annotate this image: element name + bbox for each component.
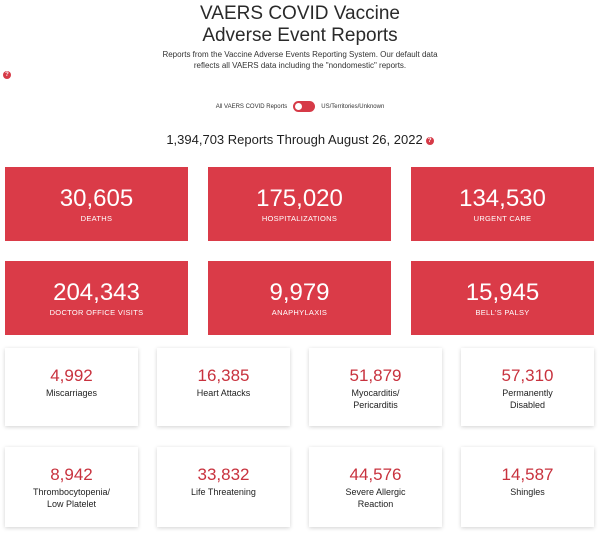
intro-line-2: reflects all VAERS data including the "n… [0, 60, 600, 79]
stat-card-shingles: 14,587 Shingles [461, 447, 594, 527]
stat-value: 175,020 [256, 184, 343, 212]
title-line-1: VAERS COVID Vaccine [200, 3, 400, 24]
intro-text: Reports from the Vaccine Adverse Events … [0, 49, 600, 79]
stat-label: Life Threatening [191, 487, 256, 497]
stat-value: 9,979 [269, 278, 330, 306]
stat-label: HOSPITALIZATIONS [261, 213, 338, 223]
stat-label: Shingles [510, 487, 545, 497]
stat-card-heart-attacks: 16,385 Heart Attacks [157, 348, 290, 426]
intro-line-1: Reports from the Vaccine Adverse Events … [162, 50, 438, 59]
stat-card-permanently-disabled: 57,310 Permanently Disabled [461, 348, 594, 426]
stat-value: 33,832 [197, 465, 250, 484]
stat-value: 14,587 [501, 465, 554, 484]
stat-card-thrombocytopenia: 8,942 Thrombocytopenia/ Low Platelet [5, 447, 138, 527]
help-icon[interactable]: ? [3, 71, 11, 79]
stat-value: 134,530 [459, 184, 546, 212]
stat-card-myocarditis: 51,879 Myocarditis/ Pericarditis [309, 348, 442, 426]
title-line-2: Adverse Event Reports [202, 25, 398, 46]
stat-label: Miscarriages [45, 388, 97, 398]
toggle-label-all: All VAERS COVID Reports [215, 103, 288, 110]
total-reports-text: 1,394,703 Reports Through August 26, 202… [166, 132, 423, 147]
stat-card-hospitalizations: 175,020 HOSPITALIZATIONS [208, 167, 391, 241]
stat-card-anaphylaxis: 9,979 ANAPHYLAXIS [208, 261, 391, 335]
stat-label: Heart Attacks [196, 388, 251, 398]
stat-label: BELL'S PALSY [475, 307, 530, 317]
stat-label: ANAPHYLAXIS [271, 307, 328, 317]
total-help-icon[interactable]: ? [425, 136, 434, 145]
stat-label: DOCTOR OFFICE VISITS [49, 307, 144, 317]
stat-value: 16,385 [197, 366, 250, 385]
stat-card-bells-palsy: 15,945 BELL'S PALSY [411, 261, 594, 335]
stat-card-doctor-visits: 204,343 DOCTOR OFFICE VISITS [5, 261, 188, 335]
page-title: VAERS COVID Vaccine Adverse Event Report… [0, 3, 600, 47]
stat-label: Myocarditis/ Pericarditis [351, 388, 400, 410]
stat-card-miscarriages: 4,992 Miscarriages [5, 348, 138, 426]
stat-label: Severe Allergic Reaction [345, 487, 406, 509]
stat-value: 30,605 [59, 184, 134, 212]
stat-card-life-threatening: 33,832 Life Threatening [157, 447, 290, 527]
stat-value: 57,310 [501, 366, 554, 385]
toggle-label-us: US/Territories/Unknown [321, 103, 385, 110]
stat-label: Permanently Disabled [502, 388, 553, 410]
stat-card-deaths: 30,605 DEATHS [5, 167, 188, 241]
stat-value: 8,942 [50, 465, 93, 484]
stat-label: DEATHS [80, 213, 113, 223]
stat-label: URGENT CARE [473, 213, 532, 223]
data-scope-toggle[interactable] [293, 101, 316, 112]
stat-label: Thrombocytopenia/ Low Platelet [32, 487, 111, 509]
stat-value: 204,343 [53, 278, 140, 306]
stat-value: 15,945 [465, 278, 540, 306]
stat-card-severe-allergic: 44,576 Severe Allergic Reaction [309, 447, 442, 527]
data-scope-toggle-row: All VAERS COVID Reports US/Territories/U… [0, 101, 600, 112]
toggle-knob [295, 103, 303, 110]
stat-value: 44,576 [349, 465, 402, 484]
stat-card-urgent-care: 134,530 URGENT CARE [411, 167, 594, 241]
stat-value: 51,879 [349, 366, 402, 385]
stat-value: 4,992 [50, 366, 93, 385]
total-reports-heading: 1,394,703 Reports Through August 26, 202… [0, 132, 600, 147]
